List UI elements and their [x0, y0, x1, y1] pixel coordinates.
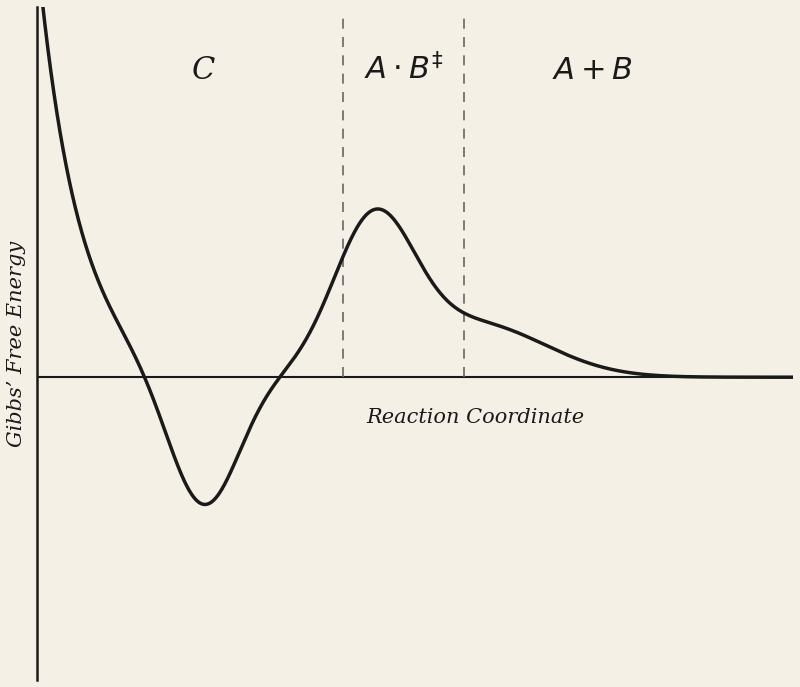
Text: Reaction Coordinate: Reaction Coordinate [366, 408, 585, 427]
Y-axis label: Gibbs’ Free Energy: Gibbs’ Free Energy [7, 240, 26, 447]
Text: $A + B$: $A + B$ [552, 55, 634, 86]
Text: C: C [192, 55, 215, 86]
Text: $A \cdot B^{\ddagger}$: $A \cdot B^{\ddagger}$ [364, 54, 443, 87]
